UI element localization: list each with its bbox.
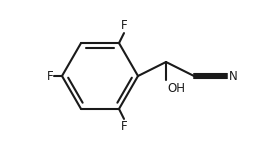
Text: N: N xyxy=(229,70,238,83)
Text: F: F xyxy=(46,70,53,83)
Text: F: F xyxy=(121,120,127,133)
Text: F: F xyxy=(121,19,127,32)
Text: OH: OH xyxy=(167,82,185,95)
